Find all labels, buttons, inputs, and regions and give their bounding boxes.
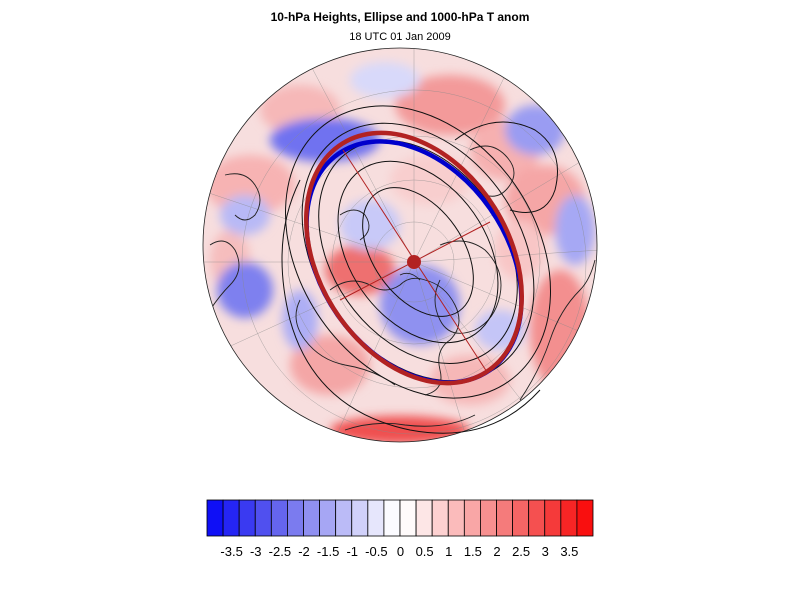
colorbar-swatch <box>576 499 594 537</box>
globe-outline <box>202 47 598 443</box>
colorbar-swatch <box>496 499 513 537</box>
colorbar-tick-label: -2 <box>298 544 310 559</box>
colorbar-tick-label: -1.5 <box>317 544 339 559</box>
chart-subtitle: 18 UTC 01 Jan 2009 <box>349 31 451 43</box>
colorbar-swatch <box>270 499 288 537</box>
colorbar-tick-label: -0.5 <box>365 544 387 559</box>
colorbar-swatch <box>383 499 401 537</box>
colorbar-tick-label: 3 <box>542 544 549 559</box>
colorbar-swatch <box>287 499 304 537</box>
colorbar-tick-label: 0 <box>397 544 404 559</box>
colorbar-swatch <box>560 499 578 537</box>
colorbar-swatch <box>238 499 256 537</box>
colorbar-swatch <box>463 499 481 537</box>
colorbar-swatch <box>480 499 497 537</box>
colorbar-tick-label: 1 <box>445 544 452 559</box>
temperature-anomaly-field <box>203 48 597 442</box>
colorbar-swatch <box>528 499 546 537</box>
colorbar-tick-label: 0.5 <box>416 544 434 559</box>
colorbar-swatch <box>415 499 433 537</box>
graticule <box>203 48 597 442</box>
colorbar-swatch <box>447 499 465 537</box>
colorbar-swatch <box>544 499 562 537</box>
colorbar-tick-label: 1.5 <box>464 544 482 559</box>
colorbar-swatch <box>351 499 369 537</box>
colorbar-tick-label: 2.5 <box>512 544 530 559</box>
colorbar-swatch <box>367 499 385 537</box>
colorbar-tick-label: -2.5 <box>269 544 291 559</box>
colorbar-tick-label: -3 <box>250 544 262 559</box>
colorbar-swatch <box>319 499 337 537</box>
colorbar-tick-label: -1 <box>346 544 358 559</box>
colorbar-swatch <box>303 499 320 537</box>
colorbar-swatch <box>254 499 272 537</box>
colorbar-swatch <box>335 499 353 537</box>
colorbar-swatch <box>512 499 530 537</box>
colorbar-swatch <box>222 499 240 537</box>
chart-title: 10-hPa Heights, Ellipse and 1000-hPa T a… <box>270 10 530 24</box>
ellipse-center <box>407 255 421 269</box>
colorbar-tick-label: 3.5 <box>560 544 578 559</box>
colorbar-swatch <box>399 499 417 537</box>
colorbar-tick-label: 2 <box>493 544 500 559</box>
outer-ellipse <box>304 130 524 386</box>
colorbar-tick-label: -3.5 <box>220 544 242 559</box>
height-contours <box>281 105 558 434</box>
colorbar-swatch <box>431 499 449 537</box>
colorbar-swatch <box>206 499 224 537</box>
